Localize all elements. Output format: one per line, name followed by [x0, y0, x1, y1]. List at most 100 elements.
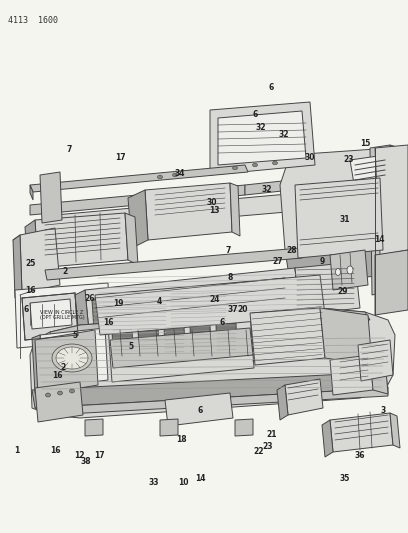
Polygon shape — [30, 299, 72, 329]
Polygon shape — [35, 330, 98, 395]
Text: 21: 21 — [266, 430, 277, 439]
Ellipse shape — [56, 347, 88, 369]
Text: 1: 1 — [14, 446, 19, 455]
Text: 29: 29 — [337, 287, 348, 296]
Polygon shape — [295, 268, 310, 320]
Polygon shape — [92, 293, 168, 345]
Text: 2: 2 — [63, 268, 68, 276]
Polygon shape — [160, 419, 178, 436]
Polygon shape — [235, 419, 253, 436]
Polygon shape — [30, 185, 33, 200]
Polygon shape — [216, 324, 237, 354]
Polygon shape — [35, 388, 388, 415]
Polygon shape — [330, 250, 368, 290]
Polygon shape — [110, 328, 253, 368]
Text: 7: 7 — [226, 246, 231, 255]
Text: 38: 38 — [80, 457, 91, 465]
Ellipse shape — [52, 344, 92, 372]
Polygon shape — [218, 111, 306, 165]
Polygon shape — [280, 148, 395, 250]
Text: 30: 30 — [305, 153, 315, 161]
Text: 6: 6 — [24, 305, 29, 313]
Polygon shape — [85, 419, 103, 436]
Text: 32: 32 — [256, 124, 266, 132]
Polygon shape — [85, 268, 300, 342]
Polygon shape — [285, 245, 395, 282]
Text: 32: 32 — [262, 185, 273, 193]
Text: 12: 12 — [74, 451, 85, 460]
Text: 6: 6 — [197, 406, 202, 415]
Polygon shape — [112, 327, 133, 358]
Polygon shape — [128, 190, 148, 248]
Text: 25: 25 — [25, 260, 36, 268]
Polygon shape — [22, 293, 78, 340]
Text: 16: 16 — [103, 318, 113, 327]
Polygon shape — [375, 250, 408, 315]
Text: VIEW IN CIRCLE Z
(OPT GRILLE MTG): VIEW IN CIRCLE Z (OPT GRILLE MTG) — [40, 310, 84, 320]
Text: 37: 37 — [227, 305, 238, 313]
Polygon shape — [370, 145, 392, 295]
Text: 18: 18 — [176, 435, 187, 444]
Text: 4: 4 — [157, 297, 162, 305]
Ellipse shape — [157, 175, 162, 179]
Polygon shape — [30, 165, 248, 192]
Polygon shape — [164, 325, 185, 356]
Text: 6: 6 — [253, 110, 257, 119]
Polygon shape — [40, 328, 108, 388]
Text: 26: 26 — [84, 294, 95, 303]
Polygon shape — [32, 372, 388, 408]
Polygon shape — [330, 413, 393, 452]
Text: 5: 5 — [73, 332, 78, 340]
Text: 23: 23 — [262, 442, 273, 450]
Polygon shape — [170, 287, 228, 336]
Polygon shape — [145, 183, 232, 240]
Polygon shape — [15, 283, 110, 348]
Text: 16: 16 — [52, 372, 62, 380]
Polygon shape — [350, 155, 390, 190]
Text: 10: 10 — [178, 478, 189, 487]
Polygon shape — [190, 324, 211, 355]
Text: 24: 24 — [209, 295, 220, 304]
Polygon shape — [108, 313, 254, 382]
Polygon shape — [45, 215, 55, 240]
Polygon shape — [277, 385, 288, 420]
Text: 22: 22 — [254, 447, 264, 456]
Text: 15: 15 — [360, 140, 370, 148]
Ellipse shape — [347, 266, 353, 274]
Text: 34: 34 — [174, 169, 185, 177]
Polygon shape — [13, 235, 22, 298]
Text: 13: 13 — [209, 206, 220, 215]
Text: 7: 7 — [67, 145, 72, 154]
Text: 16: 16 — [25, 286, 36, 295]
Polygon shape — [230, 183, 240, 236]
Text: 27: 27 — [272, 257, 283, 265]
Text: 33: 33 — [149, 478, 160, 487]
Text: 6: 6 — [269, 84, 274, 92]
Text: 9: 9 — [320, 257, 325, 265]
Text: 30: 30 — [207, 198, 217, 207]
Text: 5: 5 — [128, 342, 133, 351]
Text: 35: 35 — [339, 474, 350, 482]
Polygon shape — [165, 393, 233, 426]
Polygon shape — [25, 220, 38, 275]
Ellipse shape — [233, 166, 237, 169]
Polygon shape — [50, 308, 370, 340]
Text: 23: 23 — [344, 156, 354, 164]
Text: 31: 31 — [339, 215, 350, 224]
Polygon shape — [45, 248, 302, 280]
Text: 28: 28 — [286, 246, 297, 255]
Polygon shape — [330, 355, 373, 395]
Ellipse shape — [46, 393, 51, 397]
Polygon shape — [40, 172, 62, 223]
Text: 17: 17 — [115, 153, 126, 161]
Text: 14: 14 — [195, 474, 205, 482]
Text: 17: 17 — [95, 451, 105, 460]
Polygon shape — [95, 278, 288, 332]
Polygon shape — [30, 308, 395, 418]
Polygon shape — [75, 290, 90, 348]
Polygon shape — [95, 275, 325, 335]
Polygon shape — [245, 178, 310, 195]
Polygon shape — [35, 213, 128, 268]
Ellipse shape — [58, 391, 62, 395]
Text: 3: 3 — [381, 406, 386, 415]
